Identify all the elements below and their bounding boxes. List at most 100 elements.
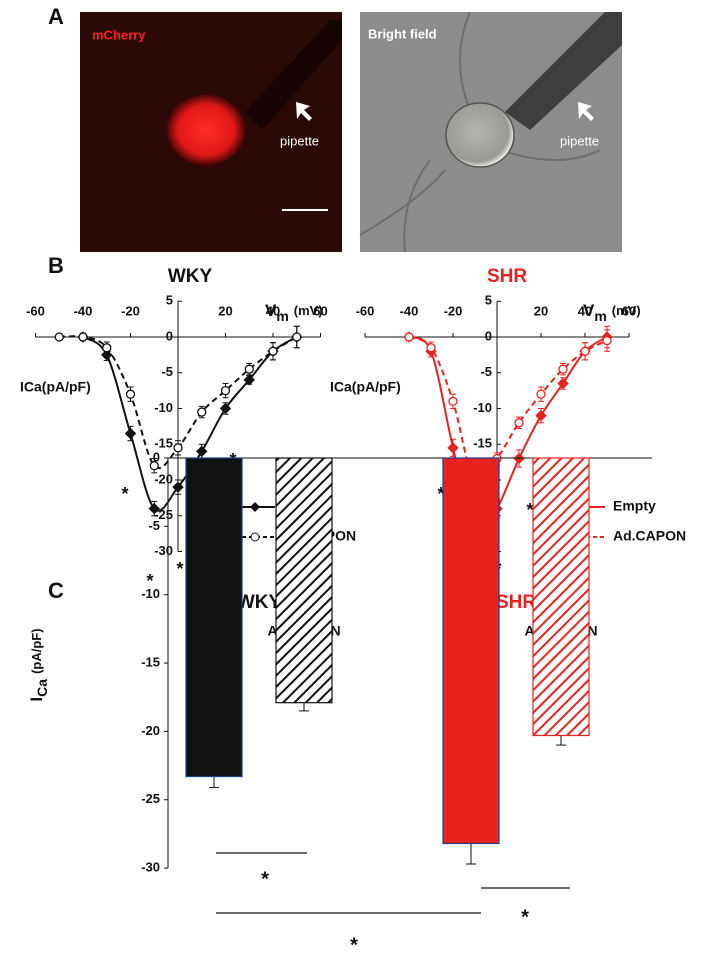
point	[513, 452, 525, 465]
significance-star: *	[146, 571, 153, 591]
point	[558, 364, 568, 374]
x-label-unit: (mV)	[294, 303, 323, 318]
y-tick-label: -5	[480, 364, 492, 379]
y-tick-label: 5	[166, 293, 173, 308]
x-tick-label: 40	[578, 303, 592, 318]
point	[404, 332, 414, 342]
legend-marker	[250, 532, 260, 542]
point	[602, 335, 612, 346]
y-tick-label: -10	[154, 400, 173, 415]
point	[78, 332, 88, 342]
point	[580, 346, 590, 356]
panel-label: B	[48, 253, 64, 278]
y-tick-label: -15	[154, 436, 173, 451]
y-tick-label: 0	[485, 328, 492, 343]
y-tick-label: -30	[154, 543, 173, 558]
panel-label: A	[48, 4, 64, 29]
x-tick-label: -20	[444, 303, 463, 318]
legend-label: Ad.CAPON	[613, 528, 686, 544]
image-label: mCherry	[92, 27, 146, 42]
group-label: SHR	[496, 592, 536, 613]
y-tick-label: -10	[473, 400, 492, 415]
chart-title: WKY	[168, 266, 213, 287]
significance-star: *	[437, 484, 444, 504]
x-tick-label: -20	[121, 303, 140, 318]
x-tick-label: -60	[356, 303, 375, 318]
bar	[442, 457, 500, 845]
x-tick-label: -40	[74, 303, 93, 318]
x-label-sub: m	[276, 308, 288, 324]
x-tick-label: 60	[622, 303, 636, 318]
significance-star: *	[521, 906, 529, 928]
point	[244, 364, 254, 374]
y-tick-label: 0	[166, 328, 173, 343]
y-label-unit: (pA/pF)	[29, 628, 44, 673]
point	[148, 502, 160, 515]
x-axis-label: Vm (mV)	[265, 301, 323, 323]
x-tick-label: -40	[400, 303, 419, 318]
point	[101, 349, 113, 361]
significance-star: *	[350, 934, 358, 956]
panel-label: C	[48, 578, 64, 603]
point	[243, 374, 255, 386]
point	[149, 461, 159, 471]
x-label-unit: (mV)	[612, 303, 641, 318]
point	[535, 409, 547, 422]
point	[219, 402, 232, 415]
y-tick-label: 5	[485, 293, 492, 308]
legend-label: Empty	[613, 498, 656, 514]
y-axis-label: ICa(pA/pF)	[20, 379, 91, 395]
significance-star: *	[526, 500, 533, 520]
point	[125, 389, 136, 399]
legend-marker	[250, 502, 260, 512]
point	[220, 385, 231, 396]
x-tick-label: 20	[534, 303, 548, 318]
y-label-sub: Ca	[34, 679, 50, 697]
point	[173, 443, 183, 453]
point	[447, 442, 459, 454]
bar	[532, 457, 590, 737]
point	[557, 377, 569, 390]
series-line	[408, 336, 608, 487]
chart-title: SHR	[487, 266, 527, 287]
bar	[275, 457, 333, 704]
y-axis-label: ICa (pA/pF)	[27, 628, 49, 701]
y-tick-label: -5	[148, 518, 160, 533]
x-label-main: V	[583, 301, 595, 320]
y-tick-label: -25	[141, 791, 160, 806]
significance-star: *	[176, 559, 183, 579]
y-axis-label: ICa(pA/pF)	[330, 379, 401, 395]
y-tick-label: -20	[154, 471, 173, 486]
x-label-sub: m	[594, 308, 606, 324]
point	[54, 332, 64, 342]
y-label-main: I	[27, 697, 46, 702]
point	[196, 445, 208, 458]
point	[124, 427, 137, 440]
series-line	[408, 336, 608, 541]
point	[448, 396, 458, 407]
y-tick-label: -15	[141, 654, 160, 669]
point	[514, 418, 524, 428]
x-tick-label: 20	[218, 303, 232, 318]
x-label-main: V	[265, 301, 277, 320]
bar	[185, 457, 243, 778]
point	[197, 407, 207, 417]
image-label: Bright field	[368, 26, 437, 41]
x-tick-label: 40	[266, 303, 280, 318]
x-axis-label: Vm (mV)	[583, 301, 641, 323]
image-annotation: pipette	[280, 133, 319, 148]
y-tick-label: -10	[141, 586, 160, 601]
y-tick-label: -5	[161, 364, 173, 379]
image-annotation: pipette	[560, 133, 599, 148]
group-label: WKY	[237, 592, 282, 613]
point	[268, 346, 278, 356]
point	[536, 389, 546, 399]
brightfield-image: Bright field pipette	[359, 11, 622, 253]
y-tick-label: -20	[141, 723, 160, 738]
y-tick-label: -15	[473, 436, 492, 451]
point	[292, 332, 302, 342]
point	[426, 343, 436, 353]
y-tick-label: 0	[153, 449, 160, 464]
significance-star: *	[121, 484, 128, 504]
